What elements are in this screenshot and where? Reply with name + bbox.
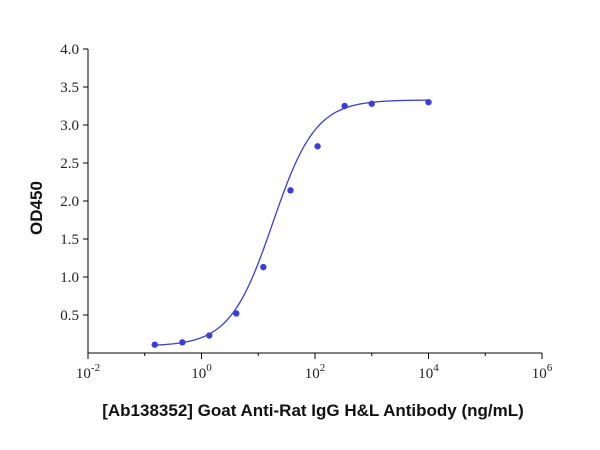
x-tick-label: 106	[532, 362, 553, 382]
x-tick-label: 102	[305, 362, 326, 382]
data-point	[206, 332, 213, 339]
y-tick-label: 0.5	[60, 308, 79, 324]
data-point	[287, 187, 294, 194]
y-tick-label: 1.0	[60, 270, 79, 286]
y-tick-label: 3.5	[60, 80, 79, 96]
data-point	[151, 341, 158, 348]
x-axis-title: [Ab138352] Goat Anti-Rat IgG H&L Antibod…	[102, 401, 524, 420]
data-points	[151, 99, 432, 348]
fit-curve-layer	[154, 99, 429, 346]
y-tick-label: 2.5	[60, 156, 79, 172]
axes	[87, 49, 542, 354]
y-tick-label: 3.0	[60, 118, 79, 134]
x-tick-label: 100	[191, 362, 212, 382]
fit-curve	[154, 99, 429, 346]
y-axis-title: OD450	[27, 181, 46, 235]
x-tick-label: 104	[418, 362, 439, 382]
data-point	[368, 100, 375, 107]
data-point	[314, 143, 321, 150]
data-point	[179, 339, 186, 346]
y-tick-label: 2.0	[60, 194, 79, 210]
y-tick-label: 4.0	[60, 42, 79, 58]
data-point	[425, 99, 432, 106]
data-point	[341, 102, 348, 110]
x-tick-label: 10-2	[76, 362, 100, 382]
y-tick-label: 1.5	[60, 232, 79, 248]
y-axis-ticks: 0.5 1.0 1.5 2.0 2.5 3.0 3.5 4.0	[60, 42, 88, 324]
x-axis-ticks: 10-2 100 102 104 106	[76, 353, 553, 382]
data-point	[260, 263, 267, 271]
data-point	[233, 310, 240, 317]
